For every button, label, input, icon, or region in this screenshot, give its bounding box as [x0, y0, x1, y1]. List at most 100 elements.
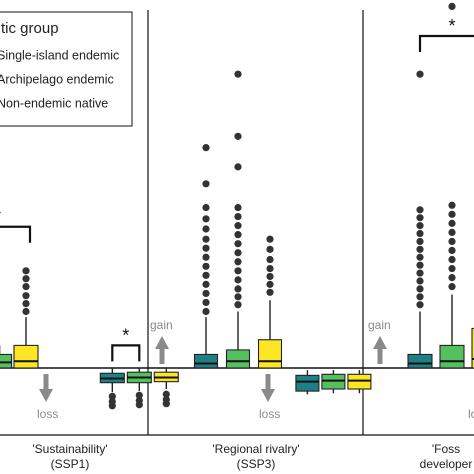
legend-entry: Single-island endemic — [0, 49, 119, 63]
outlier-point — [416, 237, 424, 246]
outlier-point — [108, 392, 116, 400]
outlier-point — [22, 275, 30, 283]
outlier-point — [22, 267, 30, 275]
significance-bracket: * — [111, 325, 141, 362]
outlier-point — [234, 70, 242, 78]
outlier-point — [202, 244, 210, 252]
box-iqr — [225, 349, 251, 369]
outlier-point — [202, 180, 210, 188]
outlier-point — [266, 264, 274, 273]
bracket-line — [111, 344, 141, 362]
outlier-point — [234, 301, 242, 309]
outlier-point — [448, 283, 456, 291]
outlier-point — [416, 285, 424, 293]
outlier-point — [234, 249, 242, 257]
gain-box-3 — [257, 235, 283, 369]
arrow-head — [261, 389, 275, 402]
legend-label: Non-endemic native — [0, 97, 108, 111]
legend-entries: Single-island endemic Archipelago endemic… — [0, 49, 119, 111]
outlier-point — [448, 246, 456, 255]
outlier-point — [234, 231, 242, 239]
arrow-head — [155, 336, 169, 349]
arrow-shaft — [43, 374, 49, 391]
outlier-point — [416, 301, 424, 309]
outlier-point — [234, 222, 242, 230]
outlier-point — [448, 264, 456, 273]
arrow-shaft — [377, 347, 383, 364]
box-iqr — [471, 327, 474, 369]
outlier-point — [202, 144, 210, 152]
gain-box-2 — [439, 2, 465, 369]
panel-label-line2: (SSP1) — [51, 457, 90, 471]
significance-label: * — [448, 16, 455, 36]
outlier-point — [448, 255, 456, 264]
outlier-point — [234, 240, 242, 248]
panel-label-line2: (SSP3) — [237, 457, 276, 471]
outlier-point — [416, 293, 424, 301]
arrow-shaft — [159, 347, 165, 364]
loss-box-2 — [321, 370, 346, 394]
outlier-point — [416, 277, 424, 285]
outlier-point — [448, 210, 456, 218]
legend-entry: Archipelago endemic — [0, 73, 114, 87]
panel-label-line1: 'Regional rivalry' — [212, 442, 299, 456]
panel-label-line1: 'Foss — [432, 442, 460, 456]
outlier-point — [234, 212, 242, 221]
outlier-point — [416, 70, 424, 78]
outlier-point — [162, 400, 170, 408]
outlier-point — [416, 206, 424, 214]
legend: tic group Single-island endemic Archipela… — [0, 11, 133, 127]
gain-box-1 — [407, 70, 433, 369]
gain-label: gain — [368, 318, 391, 332]
outlier-point — [202, 307, 210, 316]
box-iqr — [0, 353, 13, 369]
significance-bracket: * — [418, 16, 474, 52]
outlier-point — [135, 401, 143, 409]
outlier-point — [202, 298, 210, 307]
box-iqr — [13, 344, 39, 369]
legend-title: tic group — [1, 20, 59, 37]
outlier-point — [202, 271, 210, 279]
arrow-shaft — [265, 374, 271, 391]
outlier-point — [135, 391, 143, 399]
outlier-point — [234, 132, 242, 140]
loss-label: loss — [37, 407, 58, 421]
outlier-point — [416, 222, 424, 230]
outlier-point — [202, 215, 210, 223]
legend-label: Archipelago endemic — [0, 73, 114, 87]
legend-box — [0, 11, 133, 127]
box-iqr — [295, 374, 320, 392]
gain-box-2 — [13, 267, 39, 369]
outlier-point — [22, 299, 30, 308]
panel-label-line1: 'Sustainability' — [32, 442, 107, 456]
outlier-point — [448, 237, 456, 246]
gain-label: gain — [150, 318, 173, 332]
outlier-point — [234, 267, 242, 275]
gain-arrow: gain — [368, 318, 391, 364]
outlier-point — [234, 293, 242, 301]
gain-box-2 — [225, 70, 251, 369]
outlier-point — [416, 214, 424, 222]
outlier-point — [108, 402, 116, 410]
loss-arrow: loss — [259, 374, 280, 421]
outlier-point — [202, 235, 210, 243]
loss-label: loss — [259, 407, 280, 421]
outlier-point — [234, 276, 242, 284]
outlier-point — [448, 274, 456, 282]
loss-box-1 — [99, 368, 125, 410]
gain-box-1 — [0, 345, 13, 369]
gain-box-1 — [193, 144, 219, 369]
outlier-point — [22, 307, 30, 316]
significance-label: * — [122, 325, 129, 345]
box-iqr — [257, 339, 283, 369]
outlier-point — [448, 219, 456, 227]
outlier-point — [22, 292, 30, 300]
legend-entry: Non-endemic native — [0, 97, 108, 111]
outlier-point — [234, 163, 242, 171]
outlier-point — [22, 283, 30, 291]
outlier-point — [234, 203, 242, 212]
significance-bracket: ** — [0, 207, 32, 243]
panel-label-line2: developer — [420, 457, 473, 471]
